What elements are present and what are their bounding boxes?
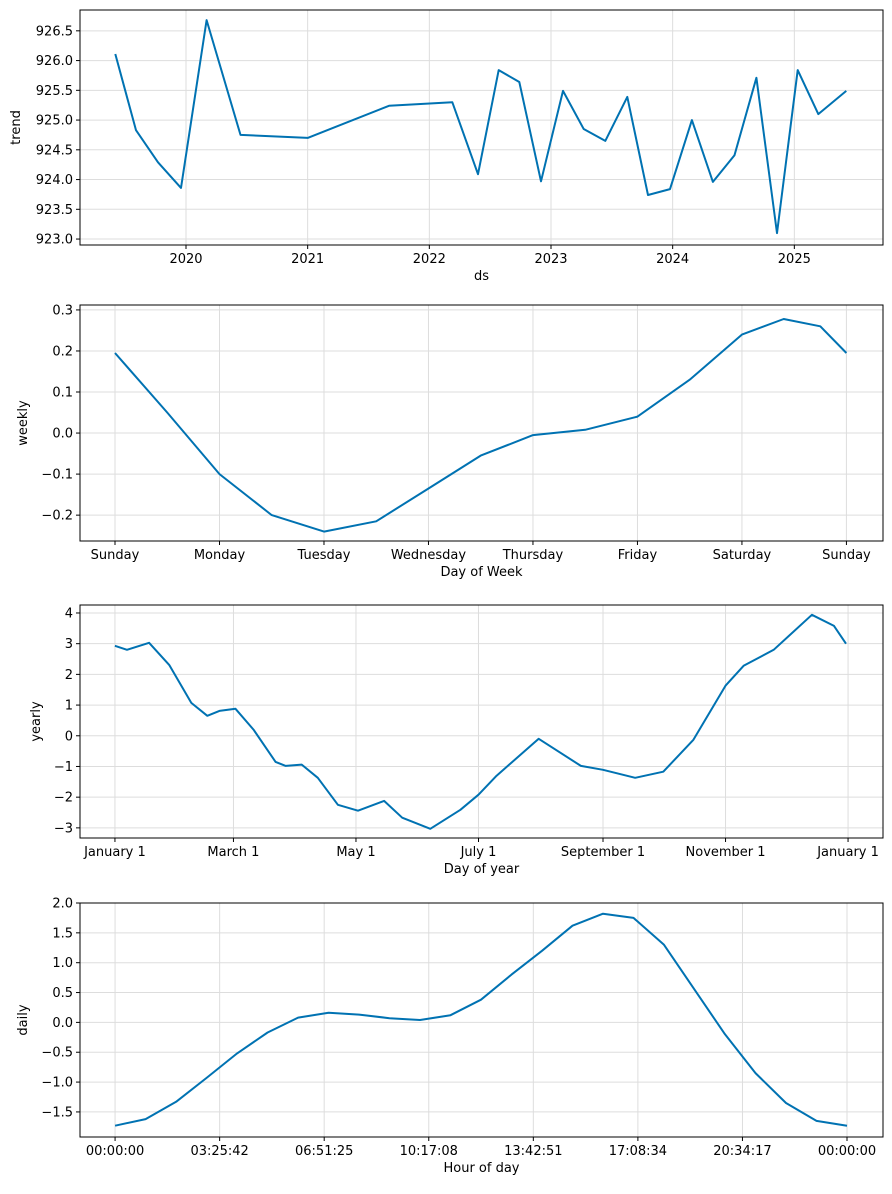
axes-frame <box>80 903 883 1137</box>
x-tick-label: 00:00:00 <box>818 1144 876 1159</box>
daily-series-line <box>115 914 847 1126</box>
y-tick-label: −2 <box>54 791 73 806</box>
x-tick-label: July 1 <box>460 845 497 860</box>
y-tick-label: 2 <box>65 668 73 683</box>
x-tick-label: 10:17:08 <box>400 1144 458 1159</box>
x-axis-label: Hour of day <box>443 1161 519 1176</box>
y-tick-label: 926.0 <box>36 54 73 69</box>
x-axis-label: ds <box>474 269 489 284</box>
x-tick-label: 2025 <box>778 252 811 267</box>
y-tick-label: 0 <box>65 729 73 744</box>
y-axis-label: daily <box>16 1004 31 1035</box>
y-axis-label: trend <box>9 110 24 145</box>
x-tick-label: Wednesday <box>391 548 467 563</box>
chart-daily: 00:00:00 03:25:42 06:51:25 10:17:08 13:42:51… <box>16 897 883 1177</box>
chart-weekly: Sunday Monday Tuesday Wednesday Thursday Frid… <box>16 303 883 580</box>
y-tick-label: 0.3 <box>52 303 73 318</box>
x-tick-label: 2023 <box>534 252 567 267</box>
trend-series-line <box>115 20 846 233</box>
x-tick-label: Sunday <box>822 548 871 563</box>
y-tick-label: −0.2 <box>41 509 73 524</box>
x-tick-label: November 1 <box>686 845 766 860</box>
x-tick-label: Saturday <box>713 548 772 563</box>
axes-frame <box>80 605 883 838</box>
y-tick-label: 924.5 <box>36 143 73 158</box>
x-tick-label: 2020 <box>169 252 202 267</box>
x-tick-label: 2021 <box>291 252 324 267</box>
x-tick-label: January 1 <box>83 845 146 860</box>
x-axis-label: Day of year <box>444 862 520 877</box>
y-tick-label: 925.5 <box>36 84 73 99</box>
y-tick-label: 926.5 <box>36 24 73 39</box>
y-tick-label: −1 <box>54 760 73 775</box>
y-tick-label: 0.1 <box>52 386 73 401</box>
y-tick-label: 0.0 <box>52 1016 73 1031</box>
y-tick-label: −3 <box>54 821 73 836</box>
y-tick-label: 925.0 <box>36 114 73 129</box>
y-tick-label: 0.2 <box>52 344 73 359</box>
y-axis-label: weekly <box>16 400 31 446</box>
y-tick-label: −1.5 <box>41 1105 73 1120</box>
x-tick-label: Tuesday <box>297 548 351 563</box>
x-tick-label: 03:25:42 <box>190 1144 248 1159</box>
x-tick-label: 00:00:00 <box>86 1144 144 1159</box>
y-tick-label: 3 <box>65 637 73 652</box>
y-tick-label: 1 <box>65 699 73 714</box>
y-axis-label: yearly <box>29 701 44 742</box>
y-tick-label: −1.0 <box>41 1076 73 1091</box>
y-tick-label: 924.0 <box>36 173 73 188</box>
x-tick-label: 06:51:25 <box>295 1144 353 1159</box>
chart-yearly: January 1 March 1 May 1 July 1 September 1 No… <box>29 605 883 877</box>
x-tick-label: Monday <box>194 548 246 563</box>
x-tick-label: Friday <box>618 548 658 563</box>
y-tick-label: 923.5 <box>36 203 73 218</box>
y-tick-label: 923.0 <box>36 233 73 248</box>
axes-frame <box>80 305 883 541</box>
y-tick-label: 0.5 <box>52 986 73 1001</box>
x-tick-label: 2024 <box>656 252 689 267</box>
y-tick-label: 2.0 <box>52 897 73 912</box>
x-tick-label: 2022 <box>413 252 446 267</box>
y-tick-label: −0.5 <box>41 1046 73 1061</box>
x-tick-label: 13:42:51 <box>504 1144 562 1159</box>
chart-trend: 2020 2021 2022 2023 2024 2025 923.0 923.5 924.0 9… <box>9 10 883 284</box>
y-tick-label: 0.0 <box>52 427 73 442</box>
x-tick-label: Thursday <box>502 548 564 563</box>
x-axis-label: Day of Week <box>440 565 523 580</box>
x-tick-label: January 1 <box>816 845 879 860</box>
x-tick-label: 20:34:17 <box>713 1144 771 1159</box>
x-tick-label: March 1 <box>207 845 259 860</box>
x-tick-label: Sunday <box>91 548 140 563</box>
y-tick-label: 1.5 <box>52 926 73 941</box>
x-tick-label: September 1 <box>561 845 645 860</box>
x-tick-label: May 1 <box>336 845 375 860</box>
x-tick-label: 17:08:34 <box>609 1144 667 1159</box>
y-tick-label: −0.1 <box>41 468 73 483</box>
y-tick-label: 1.0 <box>52 956 73 971</box>
y-tick-label: 4 <box>65 606 73 621</box>
